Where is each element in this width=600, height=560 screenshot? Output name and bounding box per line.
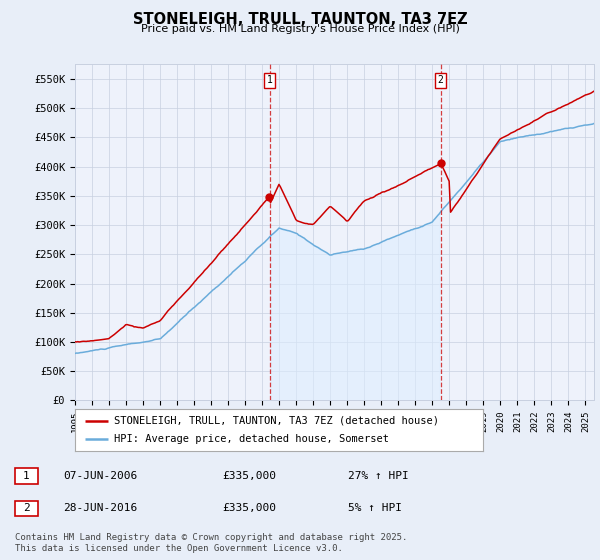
Text: STONELEIGH, TRULL, TAUNTON, TA3 7EZ: STONELEIGH, TRULL, TAUNTON, TA3 7EZ [133,12,467,27]
Text: 5% ↑ HPI: 5% ↑ HPI [348,503,402,514]
Text: £335,000: £335,000 [222,471,276,481]
Text: Price paid vs. HM Land Registry's House Price Index (HPI): Price paid vs. HM Land Registry's House … [140,24,460,34]
Text: Contains HM Land Registry data © Crown copyright and database right 2025.
This d: Contains HM Land Registry data © Crown c… [15,533,407,553]
Text: 27% ↑ HPI: 27% ↑ HPI [348,471,409,481]
Text: HPI: Average price, detached house, Somerset: HPI: Average price, detached house, Some… [114,434,389,444]
Text: £335,000: £335,000 [222,503,276,514]
Text: 07-JUN-2006: 07-JUN-2006 [63,471,137,481]
Text: STONELEIGH, TRULL, TAUNTON, TA3 7EZ (detached house): STONELEIGH, TRULL, TAUNTON, TA3 7EZ (det… [114,416,439,426]
Text: 28-JUN-2016: 28-JUN-2016 [63,503,137,514]
Text: 2: 2 [438,75,443,85]
Text: 1: 1 [267,75,272,85]
Text: 1: 1 [23,471,30,481]
Text: 2: 2 [23,503,30,514]
